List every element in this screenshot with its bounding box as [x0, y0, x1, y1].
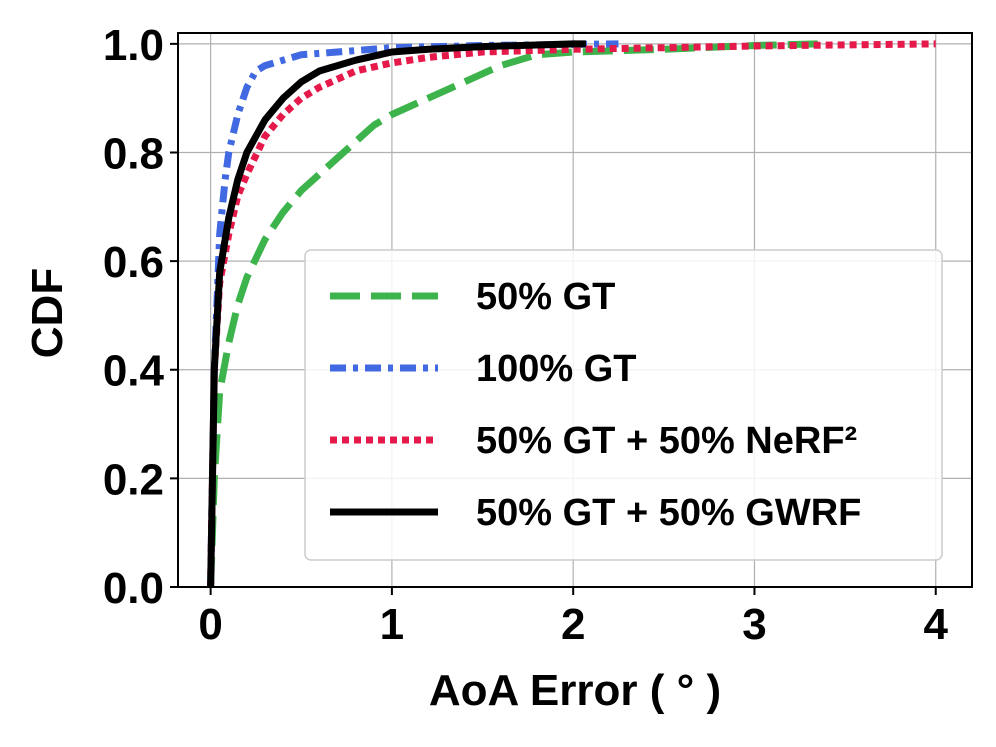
y-tick-label: 0.0: [103, 564, 164, 613]
legend-box: [304, 249, 943, 561]
y-axis-ticks: 0.0 0.2 0.4 0.6 0.8 1.0: [103, 21, 178, 613]
plot-frame: [177, 32, 973, 588]
y-tick-label: 0.6: [103, 238, 164, 287]
plot-series: [207, 40, 936, 588]
x-tick-label: 0: [198, 600, 222, 649]
y-axis-label: CDF: [23, 268, 72, 358]
legend: 50% GT 100% GT 50% GT + 50% NeRF² 50% GT + …: [304, 249, 943, 561]
x-tick-label: 3: [742, 600, 766, 649]
y-tick-label: 1.0: [103, 21, 164, 70]
y-tick-label: 0.8: [103, 129, 164, 178]
legend-label-4: 50% GT + 50% GWRF: [476, 492, 861, 534]
y-tick-label: 0.2: [103, 455, 164, 504]
legend-label-1: 50% GT: [476, 276, 615, 318]
legend-label-3: 50% GT + 50% NeRF²: [476, 420, 857, 462]
x-tick-label: 2: [561, 600, 585, 649]
series-line-1: [207, 40, 818, 588]
x-tick-label: 4: [924, 600, 949, 649]
x-axis-label: AoA Error ( ° ): [429, 666, 721, 715]
series-line-4: [207, 40, 586, 588]
legend-label-2: 100% GT: [476, 348, 637, 390]
y-tick-label: 0.4: [103, 347, 165, 396]
x-tick-label: 1: [380, 600, 404, 649]
x-axis-ticks: 0 1 2 3 4: [198, 587, 949, 649]
